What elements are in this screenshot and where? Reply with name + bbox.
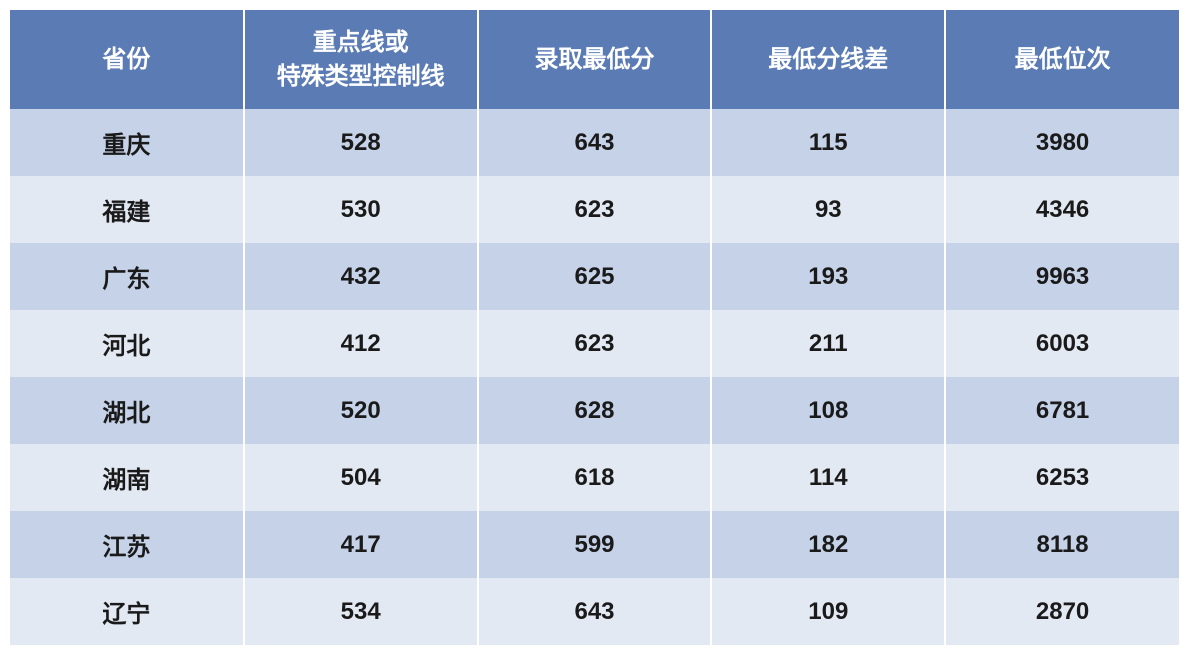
- cell-minrank: 4346: [945, 176, 1179, 243]
- cell-scorediff: 193: [711, 243, 945, 310]
- cell-minscore: 623: [478, 176, 712, 243]
- header-row: 省份 重点线或特殊类型控制线 录取最低分 最低分线差 最低位次: [10, 10, 1179, 109]
- cell-minscore: 623: [478, 310, 712, 377]
- cell-minrank: 9963: [945, 243, 1179, 310]
- cell-minscore: 643: [478, 578, 712, 645]
- cell-scorediff: 211: [711, 310, 945, 377]
- cell-minrank: 6781: [945, 377, 1179, 444]
- cell-scorediff: 93: [711, 176, 945, 243]
- cell-minrank: 8118: [945, 511, 1179, 578]
- cell-scorediff: 115: [711, 109, 945, 176]
- cell-minscore: 628: [478, 377, 712, 444]
- table-row: 河北 412 623 211 6003: [10, 310, 1179, 377]
- col-header-keyline: 重点线或特殊类型控制线: [244, 10, 478, 109]
- cell-province: 辽宁: [10, 578, 244, 645]
- cell-province: 广东: [10, 243, 244, 310]
- cell-minscore: 625: [478, 243, 712, 310]
- cell-scorediff: 182: [711, 511, 945, 578]
- cell-province: 江苏: [10, 511, 244, 578]
- col-header-minrank: 最低位次: [945, 10, 1179, 109]
- col-header-province: 省份: [10, 10, 244, 109]
- cell-minscore: 618: [478, 444, 712, 511]
- table-row: 广东 432 625 193 9963: [10, 243, 1179, 310]
- table-row: 重庆 528 643 115 3980: [10, 109, 1179, 176]
- table-row: 湖南 504 618 114 6253: [10, 444, 1179, 511]
- table-body: 重庆 528 643 115 3980 福建 530 623 93 4346 广…: [10, 109, 1179, 645]
- admissions-table: 省份 重点线或特殊类型控制线 录取最低分 最低分线差 最低位次 重庆 528 6…: [10, 10, 1179, 645]
- cell-scorediff: 114: [711, 444, 945, 511]
- cell-keyline: 412: [244, 310, 478, 377]
- cell-province: 福建: [10, 176, 244, 243]
- cell-keyline: 504: [244, 444, 478, 511]
- cell-minrank: 6003: [945, 310, 1179, 377]
- table-row: 湖北 520 628 108 6781: [10, 377, 1179, 444]
- table-row: 福建 530 623 93 4346: [10, 176, 1179, 243]
- cell-minscore: 643: [478, 109, 712, 176]
- cell-province: 湖北: [10, 377, 244, 444]
- cell-minrank: 2870: [945, 578, 1179, 645]
- cell-minscore: 599: [478, 511, 712, 578]
- cell-minrank: 6253: [945, 444, 1179, 511]
- cell-keyline: 530: [244, 176, 478, 243]
- cell-keyline: 417: [244, 511, 478, 578]
- cell-scorediff: 108: [711, 377, 945, 444]
- table-row: 江苏 417 599 182 8118: [10, 511, 1179, 578]
- table-header: 省份 重点线或特殊类型控制线 录取最低分 最低分线差 最低位次: [10, 10, 1179, 109]
- cell-keyline: 520: [244, 377, 478, 444]
- col-header-minscore: 录取最低分: [478, 10, 712, 109]
- table-row: 辽宁 534 643 109 2870: [10, 578, 1179, 645]
- cell-scorediff: 109: [711, 578, 945, 645]
- cell-minrank: 3980: [945, 109, 1179, 176]
- cell-province: 河北: [10, 310, 244, 377]
- cell-keyline: 534: [244, 578, 478, 645]
- cell-keyline: 528: [244, 109, 478, 176]
- col-header-scorediff: 最低分线差: [711, 10, 945, 109]
- cell-keyline: 432: [244, 243, 478, 310]
- cell-province: 重庆: [10, 109, 244, 176]
- cell-province: 湖南: [10, 444, 244, 511]
